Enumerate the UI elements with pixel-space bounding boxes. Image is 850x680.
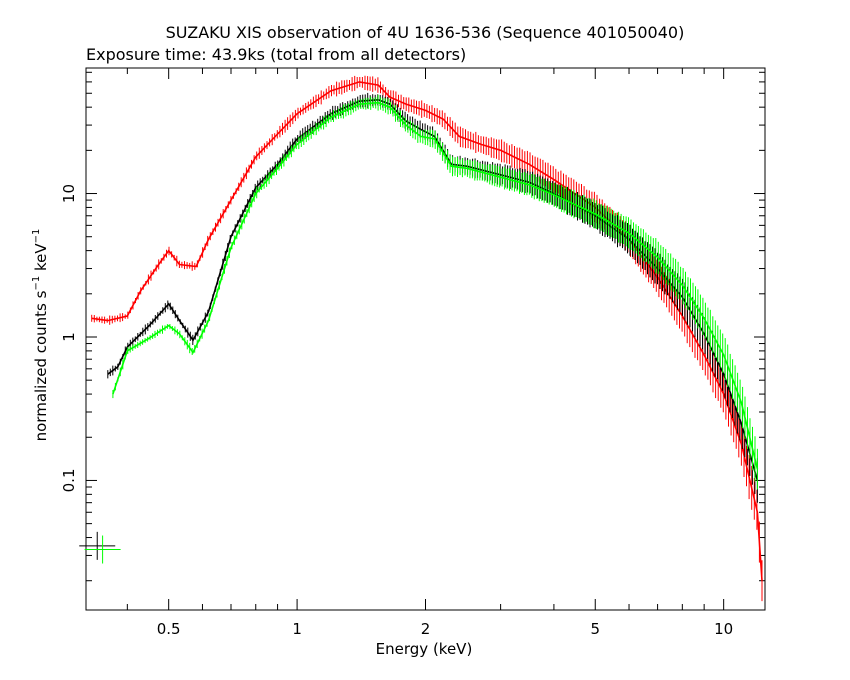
y-tick-label: 1 xyxy=(60,332,78,342)
x-tick-label: 10 xyxy=(714,620,733,638)
x-tick-label: 1 xyxy=(292,620,302,638)
series-2 xyxy=(112,94,759,490)
y-tick-label: 0.1 xyxy=(60,469,78,493)
series-line xyxy=(112,101,759,470)
error-cross xyxy=(79,531,116,560)
y-label-middle: keV xyxy=(32,243,50,276)
y-label-prefix: normalized counts s xyxy=(32,290,50,441)
chart-subtitle: Exposure time: 43.9ks (total from all de… xyxy=(86,45,466,64)
x-axis-label: Energy (keV) xyxy=(376,640,473,658)
y-tick-label: 10 xyxy=(60,184,78,203)
y-axis-label: normalized counts s−1 keV−1 xyxy=(31,229,50,442)
y-label-exp2: −1 xyxy=(31,229,42,244)
error-cross xyxy=(84,535,121,564)
chart-title: SUZAKU XIS observation of 4U 1636-536 (S… xyxy=(166,23,685,42)
plot-area: 0.5 1 2 5 10 0.1 1 10 xyxy=(60,67,766,638)
x-tick-label: 2 xyxy=(421,620,431,638)
y-label-exp1: −1 xyxy=(31,276,42,291)
x-tick-label: 0.5 xyxy=(157,620,181,638)
x-tick-label: 5 xyxy=(590,620,600,638)
